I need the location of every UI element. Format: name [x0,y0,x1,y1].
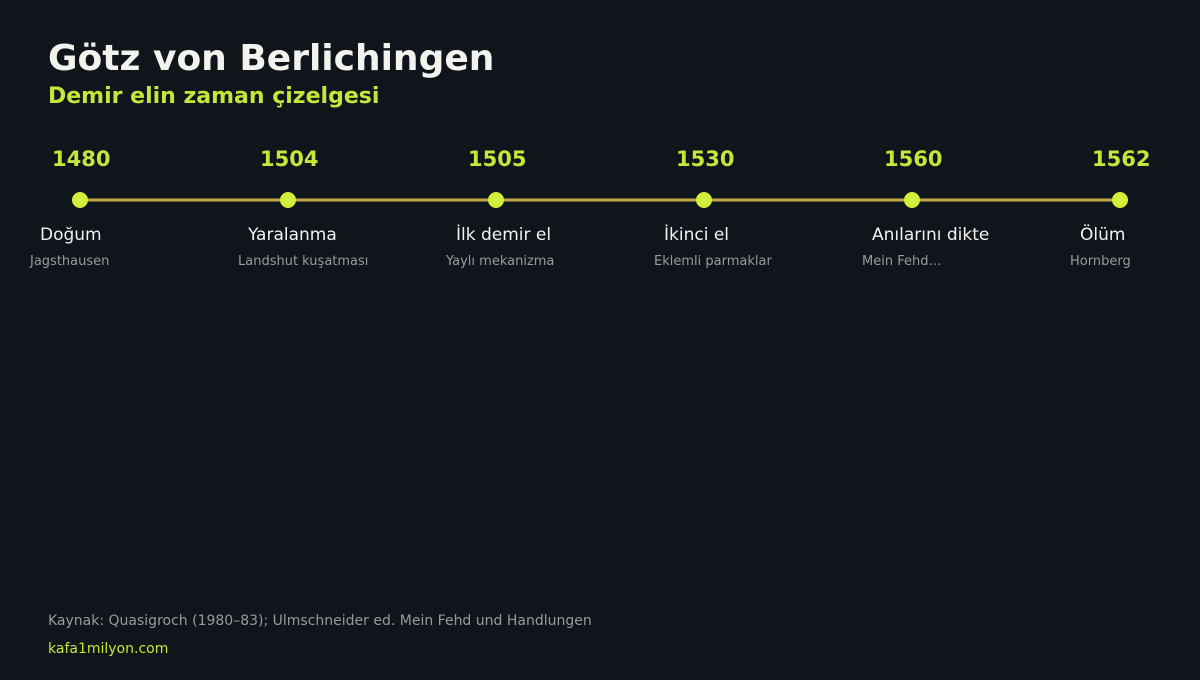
event-detail: Eklemli parmaklar [654,254,772,269]
timeline-dot [488,192,504,208]
event-label: Yaralanma [247,225,337,245]
timeline-dot [72,192,88,208]
event-label: Doğum [40,225,102,245]
event-label: İkinci el [664,224,729,245]
year-label: 1560 [884,147,942,171]
timeline-dot [904,192,920,208]
event-detail: Yaylı mekanizma [445,254,554,269]
timeline-dot [696,192,712,208]
event-label: İlk demir el [456,224,551,245]
timeline-dot [280,192,296,208]
event-detail: Jagsthausen [29,254,109,269]
title: Götz von Berlichingen [48,38,494,79]
event-detail: Mein Fehd… [862,254,941,269]
event-label: Anılarını dikte [872,225,989,245]
source-note: Kaynak: Quasigroch (1980–83); Ulmschneid… [48,613,592,629]
year-label: 1505 [468,147,526,171]
timeline-nodes: 1480 Doğum Jagsthausen 1504 Yaralanma Landshu… [29,147,1150,269]
site-link[interactable]: kafa1milyon.com [48,641,168,657]
year-label: 1562 [1092,147,1150,171]
event-detail: Hornberg [1070,254,1131,269]
year-label: 1504 [260,147,318,171]
timeline-dot [1112,192,1128,208]
subtitle: Demir elin zaman çizelgesi [48,84,379,109]
event-label: Ölüm [1080,223,1125,245]
event-detail: Landshut kuşatması [238,254,368,269]
year-label: 1530 [676,147,734,171]
year-label: 1480 [52,147,110,171]
